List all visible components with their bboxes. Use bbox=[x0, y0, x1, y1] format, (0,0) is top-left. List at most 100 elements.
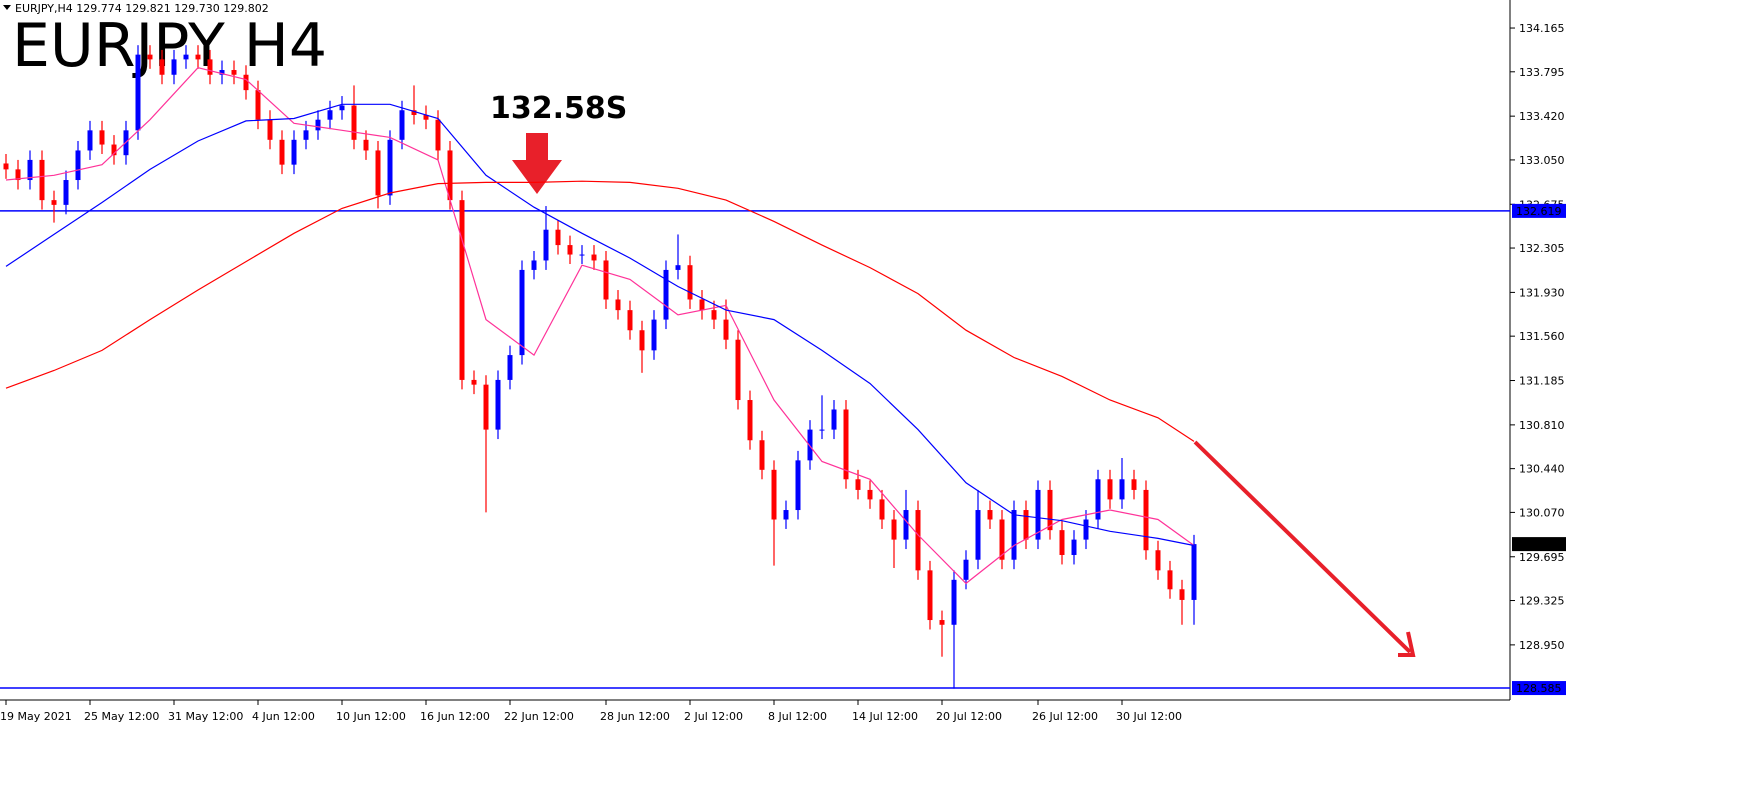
current-price-label: 129.802 bbox=[1516, 538, 1562, 551]
candle-body bbox=[939, 620, 945, 625]
candle-body bbox=[471, 379, 477, 385]
chart-title: EURJPY H4 bbox=[12, 11, 327, 81]
candle-body bbox=[1035, 489, 1041, 540]
candle-body bbox=[1083, 519, 1089, 540]
candle-body bbox=[1119, 479, 1125, 500]
candle-body bbox=[663, 269, 669, 320]
y-tick-label: 129.325 bbox=[1519, 595, 1565, 608]
x-tick-label: 28 Jun 12:00 bbox=[600, 710, 670, 723]
candle-body bbox=[219, 70, 225, 75]
y-tick-label: 130.440 bbox=[1519, 463, 1565, 476]
candle-body bbox=[867, 489, 873, 500]
y-tick-label: 130.070 bbox=[1519, 506, 1565, 519]
y-tick-label: 132.305 bbox=[1519, 242, 1565, 255]
candle-body bbox=[87, 130, 93, 151]
y-tick-label: 133.795 bbox=[1519, 66, 1565, 79]
candle-body bbox=[3, 163, 9, 170]
candle-body bbox=[711, 310, 717, 320]
candle-body bbox=[495, 379, 501, 430]
candle-body bbox=[1059, 530, 1065, 555]
candle-body bbox=[1131, 479, 1137, 490]
candle-body bbox=[951, 579, 957, 625]
candle-body bbox=[363, 139, 369, 151]
candle-body bbox=[759, 440, 765, 470]
candle-body bbox=[903, 510, 909, 540]
candle-body bbox=[15, 169, 21, 181]
x-tick-label: 31 May 12:00 bbox=[168, 710, 243, 723]
x-tick-label: 22 Jun 12:00 bbox=[504, 710, 574, 723]
candle-body bbox=[339, 105, 345, 111]
x-tick-label: 8 Jul 12:00 bbox=[768, 710, 827, 723]
candle-body bbox=[1107, 479, 1113, 500]
candle-body bbox=[891, 519, 897, 540]
candle-body bbox=[591, 254, 597, 261]
trend-arrow-head bbox=[1398, 631, 1416, 657]
candle-body bbox=[459, 200, 465, 380]
candle-body bbox=[423, 114, 429, 120]
candle-body bbox=[255, 90, 261, 120]
candle-body bbox=[615, 299, 621, 311]
candle-body bbox=[483, 384, 489, 430]
candle-body bbox=[243, 74, 249, 91]
candle-body bbox=[435, 119, 441, 151]
candle-body bbox=[531, 260, 537, 270]
candle-body bbox=[27, 159, 33, 181]
candle-body bbox=[579, 254, 585, 256]
candle-body bbox=[567, 245, 573, 255]
moving-average bbox=[5, 103, 1195, 547]
candle-body bbox=[207, 59, 213, 75]
candle-body bbox=[627, 310, 633, 331]
candle-body bbox=[303, 130, 309, 140]
candle-body bbox=[543, 229, 549, 261]
y-tick-label: 130.810 bbox=[1519, 419, 1565, 432]
candle-body bbox=[1155, 550, 1161, 571]
candle-body bbox=[927, 570, 933, 621]
candle-body bbox=[819, 429, 825, 431]
candle-body bbox=[855, 479, 861, 490]
candle-body bbox=[267, 119, 273, 140]
x-tick-label: 14 Jul 12:00 bbox=[852, 710, 918, 723]
candle-body bbox=[1179, 589, 1185, 600]
candle-body bbox=[135, 54, 141, 131]
y-tick-label: 128.950 bbox=[1519, 639, 1565, 652]
candle-body bbox=[375, 150, 381, 196]
candle-body bbox=[171, 59, 177, 75]
candle-body bbox=[783, 510, 789, 520]
candle-body bbox=[231, 70, 237, 75]
x-tick-label: 25 May 12:00 bbox=[84, 710, 159, 723]
candle-body bbox=[999, 519, 1005, 560]
candle-body bbox=[279, 139, 285, 165]
candle-body bbox=[1167, 570, 1173, 590]
candle-body bbox=[987, 510, 993, 520]
candle-body bbox=[831, 409, 837, 430]
candle-body bbox=[399, 110, 405, 140]
candle-body bbox=[879, 499, 885, 520]
x-tick-label: 30 Jul 12:00 bbox=[1116, 710, 1182, 723]
candle-body bbox=[51, 200, 57, 205]
price-label: 132.619 bbox=[1516, 205, 1562, 218]
candle-body bbox=[771, 469, 777, 520]
candle-body bbox=[687, 265, 693, 300]
moving-average bbox=[5, 67, 1195, 585]
x-tick-label: 10 Jun 12:00 bbox=[336, 710, 406, 723]
collapse-icon bbox=[3, 5, 11, 10]
candle-body bbox=[699, 299, 705, 311]
x-tick-label: 2 Jul 12:00 bbox=[684, 710, 743, 723]
candle-body bbox=[807, 429, 813, 461]
candle-body bbox=[111, 144, 117, 156]
annotation: 132.58S bbox=[490, 91, 627, 126]
y-tick-label: 131.185 bbox=[1519, 375, 1565, 388]
candle-body bbox=[1023, 510, 1029, 540]
candle-body bbox=[735, 339, 741, 401]
candle-body bbox=[387, 139, 393, 196]
price-label-box bbox=[1512, 203, 1566, 218]
candle-body bbox=[963, 559, 969, 580]
candle-body bbox=[39, 159, 45, 201]
candle-body bbox=[351, 105, 357, 140]
candle-body bbox=[447, 150, 453, 201]
y-tick-label: 134.165 bbox=[1519, 22, 1565, 35]
x-tick-label: 4 Jun 12:00 bbox=[252, 710, 315, 723]
candle-body bbox=[915, 510, 921, 571]
